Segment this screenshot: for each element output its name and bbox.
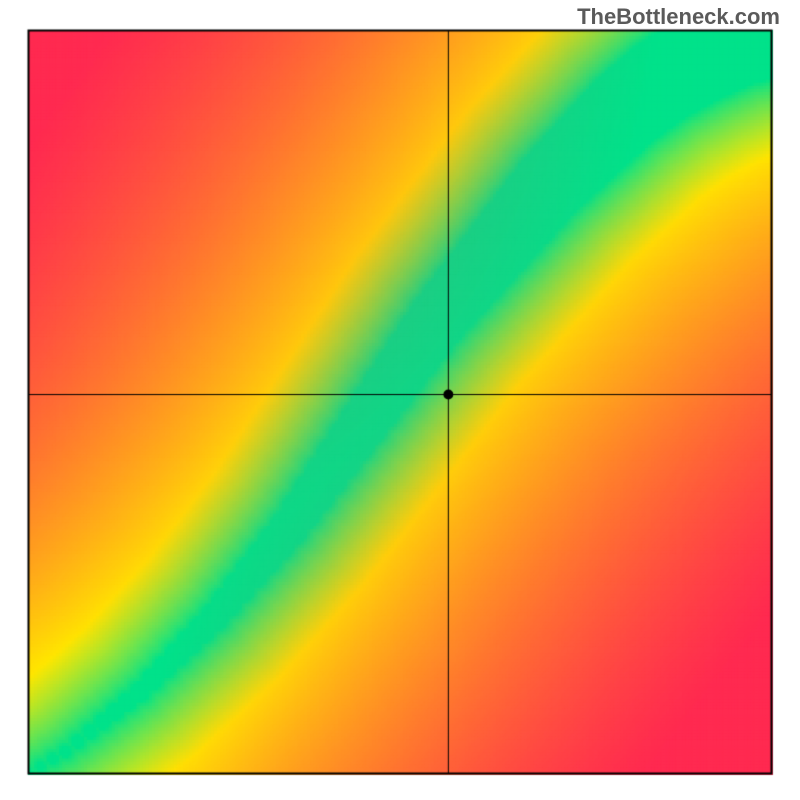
- heatmap-canvas: [0, 0, 800, 800]
- watermark-text: TheBottleneck.com: [577, 4, 780, 30]
- chart-container: TheBottleneck.com: [0, 0, 800, 800]
